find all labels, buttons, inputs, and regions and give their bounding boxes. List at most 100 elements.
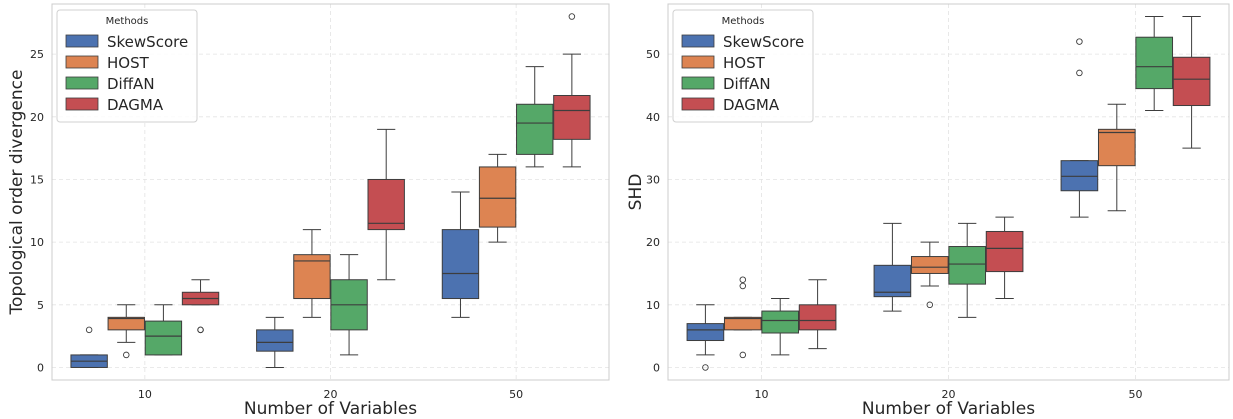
outlier-point	[926, 301, 934, 309]
y-tick-label: 20	[30, 111, 44, 124]
box-skewscore-20	[256, 316, 294, 368]
legend-swatch-diffan	[681, 76, 715, 90]
chart-panel-1: 0 5 10 15 20 25 10 20 50 Number of Variables Topol…	[7, 3, 610, 419]
y-tick-label: 30	[646, 173, 660, 186]
plot-frame	[51, 3, 610, 381]
legend-label-dagma: DAGMA	[107, 96, 164, 114]
box-iqr	[1060, 160, 1099, 192]
outlier-point	[85, 326, 93, 334]
y-tick-label: 50	[646, 48, 660, 61]
box-iqr	[761, 310, 800, 334]
legend-label-dagma: DAGMA	[723, 96, 780, 114]
box-iqr	[723, 316, 762, 331]
outlier-point	[568, 13, 576, 20]
outlier-point	[1076, 38, 1083, 45]
legend-label-host: HOST	[723, 54, 766, 72]
box-skewscore-50	[441, 191, 480, 318]
x-axis-label: Number of Variables	[244, 399, 417, 419]
x-tick-label: 50	[1129, 388, 1143, 401]
y-tick-label: 20	[646, 236, 660, 249]
box-dagma-20	[985, 216, 1024, 300]
y-axis-label: SHD	[626, 174, 646, 211]
box-host-20	[293, 229, 331, 318]
box-dagma-10	[181, 279, 220, 334]
legend-label-diffan: DiffAN	[723, 75, 771, 93]
box-diffan-50	[516, 66, 554, 168]
legend: Methods SkewScore HOST DiffAN DAGMA	[56, 9, 198, 123]
outlier-point	[739, 276, 747, 283]
y-tick-label: 10	[646, 299, 660, 312]
legend-label-host: HOST	[107, 54, 150, 72]
box-iqr	[553, 94, 591, 140]
box-iqr	[948, 246, 987, 285]
legend-swatch-dagma	[65, 97, 99, 111]
box-iqr	[873, 264, 912, 298]
box-iqr	[1135, 36, 1174, 90]
x-tick-label: 10	[138, 388, 152, 401]
outlier-point	[702, 364, 709, 371]
legend-label-diffan: DiffAN	[107, 75, 155, 93]
x-tick-label: 20	[942, 388, 956, 401]
box-diffan-10	[144, 304, 183, 356]
y-tick-label: 0	[37, 361, 44, 374]
legend-title: Methods	[106, 16, 149, 27]
box-iqr	[107, 316, 145, 331]
plot-frame	[667, 3, 1230, 381]
y-tick-label: 5	[37, 299, 44, 312]
y-tick-label: 0	[653, 361, 660, 374]
legend-label-skewscore: SkewScore	[107, 33, 188, 51]
legend-swatch-skewscore	[681, 34, 715, 48]
box-diffan-50	[1135, 16, 1174, 112]
box-iqr	[144, 320, 183, 356]
y-tick-label: 25	[30, 48, 44, 61]
legend-swatch-dagma	[681, 97, 715, 111]
y-tick-label: 15	[30, 173, 44, 186]
box-iqr	[798, 304, 837, 331]
box-skewscore-10	[70, 326, 108, 368]
outlier-point	[197, 326, 204, 334]
box-iqr	[1097, 128, 1136, 167]
box-host-50	[1097, 103, 1136, 212]
legend-label-skewscore: SkewScore	[723, 33, 804, 51]
box-iqr	[478, 166, 517, 228]
box-iqr	[367, 178, 405, 231]
box-host-10	[107, 304, 145, 359]
box-diffan-20	[330, 254, 368, 356]
chart-panel-2: 0 10 20 30 40 50 10 20 50 Number of Variables SHD M…	[626, 3, 1230, 419]
outlier-point	[739, 282, 747, 290]
x-tick-label: 10	[755, 388, 769, 401]
legend-swatch-host	[681, 55, 715, 69]
box-iqr	[516, 103, 554, 155]
box-skewscore-50	[1060, 38, 1099, 218]
box-dagma-10	[798, 279, 837, 350]
box-iqr	[441, 229, 480, 300]
box-dagma-50	[553, 13, 591, 168]
legend-title: Methods	[722, 16, 765, 27]
box-iqr	[1172, 56, 1211, 107]
box-diffan-20	[948, 222, 987, 318]
y-tick-label: 10	[30, 236, 44, 249]
x-tick-label: 20	[324, 388, 338, 401]
box-iqr	[910, 256, 949, 274]
x-tick-label: 50	[509, 388, 523, 401]
legend: Methods SkewScore HOST DiffAN DAGMA	[672, 9, 814, 123]
box-host-20	[910, 241, 949, 309]
box-host-10	[723, 276, 762, 359]
box-dagma-50	[1172, 16, 1211, 149]
box-skewscore-10	[686, 304, 725, 371]
legend-swatch-host	[65, 55, 99, 69]
y-tick-label: 40	[646, 111, 660, 124]
outlier-point	[739, 351, 747, 359]
legend-swatch-skewscore	[65, 34, 99, 48]
box-dagma-20	[367, 128, 405, 281]
outlier-point	[1076, 69, 1083, 77]
y-axis-label: Topological order divergence	[7, 70, 27, 316]
box-skewscore-20	[873, 222, 912, 312]
legend-swatch-diffan	[65, 76, 99, 90]
box-diffan-10	[761, 298, 800, 356]
box-iqr	[686, 323, 725, 342]
box-iqr	[256, 329, 294, 352]
x-axis-label: Number of Variables	[862, 399, 1035, 419]
box-host-50	[478, 153, 517, 243]
